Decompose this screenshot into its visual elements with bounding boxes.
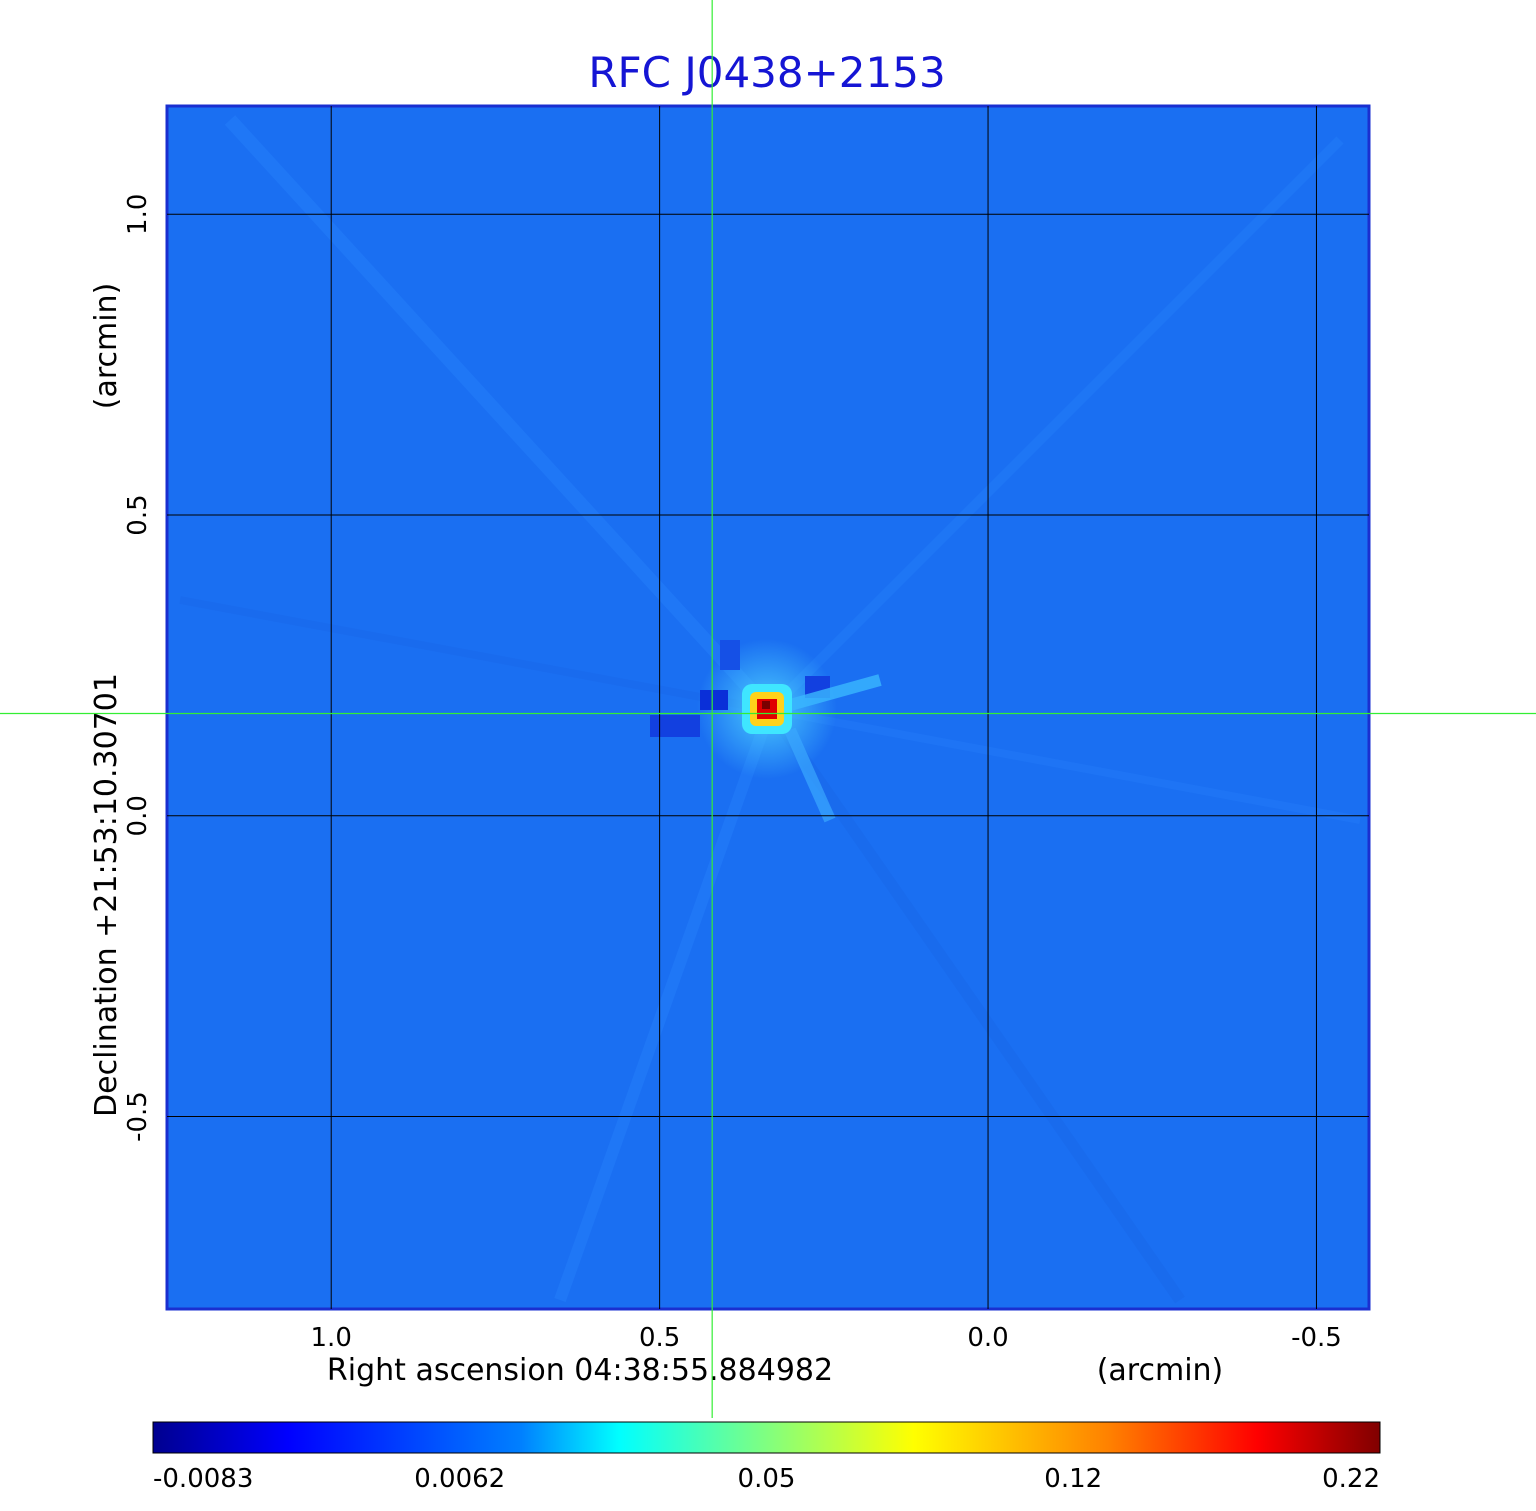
y-tick-label: 0.5	[123, 494, 153, 535]
y-axis-label: Declination +21:53:10.30701	[89, 673, 124, 1117]
y-tick-labels: 1.0 0.5 0.0 -0.5	[123, 194, 153, 1142]
y-tick-label: -0.5	[123, 1091, 153, 1142]
colorbar-tick-label: -0.0083	[153, 1464, 253, 1494]
source-peak	[762, 701, 770, 709]
x-tick-label: 0.5	[639, 1323, 680, 1353]
colorbar	[152, 1421, 1381, 1454]
negative-pixel	[700, 690, 728, 710]
sidelobe-streak	[224, 115, 766, 705]
coordinate-grid	[167, 106, 1369, 1309]
x-tick-label: 1.0	[311, 1323, 352, 1353]
y-tick-label: 0.0	[123, 795, 153, 836]
colorbar-tick-label: 0.12	[1044, 1464, 1102, 1494]
y-tick-label: 1.0	[123, 194, 153, 235]
chart-title: RFC J0438+2153	[588, 48, 945, 97]
source-arm	[788, 674, 882, 711]
map-artifacts	[179, 115, 1361, 1304]
colorbar-tick-label: 0.05	[738, 1464, 796, 1494]
x-axis-label: Right ascension 04:38:55.884982	[327, 1353, 833, 1388]
colorbar-tick-labels: -0.0083 0.0062 0.05 0.12 0.22	[153, 1464, 1380, 1494]
colorbar-tick-label: 0.0062	[414, 1464, 505, 1494]
x-tick-labels: 1.0 0.5 0.0 -0.5	[311, 1323, 1342, 1353]
x-axis-unit: (arcmin)	[1097, 1353, 1224, 1388]
sidelobe-streak	[554, 707, 776, 1303]
sidelobe-streak	[766, 136, 1344, 714]
sidelobe-streak	[769, 706, 1361, 824]
y-axis-unit: (arcmin)	[89, 283, 124, 410]
sidelobe-streak	[765, 706, 1185, 1304]
map-frame	[165, 104, 1371, 1311]
sidelobe-streak	[179, 596, 771, 714]
negative-pixel	[650, 715, 700, 737]
x-tick-label: 0.0	[967, 1323, 1008, 1353]
x-tick-label: -0.5	[1291, 1323, 1342, 1353]
colorbar-tick-label: 0.22	[1322, 1464, 1380, 1494]
negative-pixel	[720, 640, 740, 670]
source-arm	[784, 727, 836, 823]
